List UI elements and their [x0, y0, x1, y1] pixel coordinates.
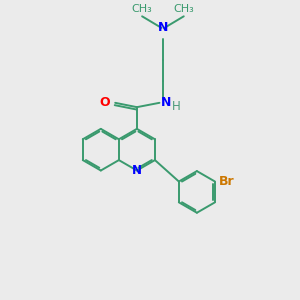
- Text: Br: Br: [218, 175, 234, 188]
- Text: CH₃: CH₃: [132, 4, 152, 14]
- Text: CH₃: CH₃: [173, 4, 194, 14]
- Text: H: H: [172, 100, 180, 113]
- Text: N: N: [161, 96, 171, 109]
- Text: N: N: [132, 164, 142, 177]
- Text: O: O: [99, 96, 110, 109]
- Text: N: N: [158, 21, 168, 34]
